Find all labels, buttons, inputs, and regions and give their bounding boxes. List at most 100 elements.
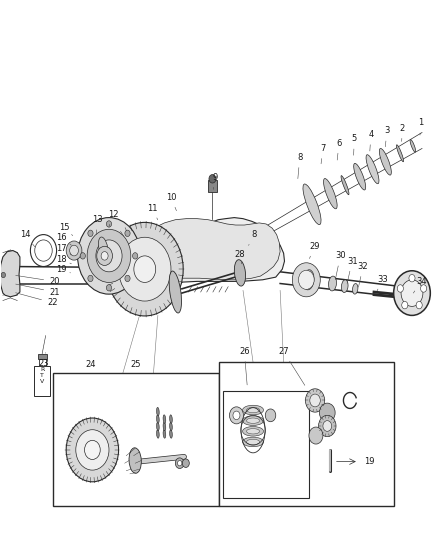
Text: 30: 30	[335, 252, 346, 280]
Circle shape	[265, 409, 276, 422]
Text: 28: 28	[235, 251, 245, 264]
Text: 7: 7	[320, 144, 325, 164]
Ellipse shape	[169, 271, 181, 313]
Ellipse shape	[353, 284, 358, 294]
Text: T: T	[40, 373, 44, 378]
Text: 18: 18	[57, 255, 71, 264]
Circle shape	[233, 411, 240, 419]
Text: 19: 19	[364, 457, 375, 466]
Text: 1: 1	[418, 118, 424, 135]
Ellipse shape	[247, 429, 260, 434]
Ellipse shape	[243, 405, 264, 415]
Ellipse shape	[156, 415, 159, 423]
Circle shape	[96, 240, 122, 272]
Circle shape	[309, 427, 323, 444]
Circle shape	[87, 229, 131, 282]
Circle shape	[298, 270, 314, 289]
Text: 20: 20	[16, 276, 60, 286]
Ellipse shape	[247, 439, 260, 445]
Ellipse shape	[156, 407, 159, 416]
Circle shape	[401, 280, 423, 306]
Bar	[39, 359, 46, 367]
Text: 24: 24	[85, 360, 95, 369]
Polygon shape	[132, 217, 285, 285]
Circle shape	[119, 237, 171, 301]
Text: 13: 13	[92, 215, 103, 235]
Text: 27: 27	[278, 347, 305, 385]
Ellipse shape	[366, 155, 379, 184]
Circle shape	[85, 440, 100, 459]
Ellipse shape	[247, 418, 260, 423]
Ellipse shape	[324, 179, 337, 209]
Circle shape	[416, 301, 422, 309]
Circle shape	[209, 174, 216, 183]
Circle shape	[125, 230, 130, 237]
Ellipse shape	[163, 430, 166, 438]
Circle shape	[402, 301, 408, 309]
Circle shape	[80, 253, 85, 259]
Ellipse shape	[303, 184, 321, 224]
Circle shape	[1, 272, 6, 278]
Ellipse shape	[156, 422, 159, 431]
Ellipse shape	[341, 280, 348, 293]
Ellipse shape	[354, 163, 366, 190]
Circle shape	[125, 275, 130, 281]
Ellipse shape	[234, 260, 246, 286]
Circle shape	[310, 394, 320, 407]
Ellipse shape	[170, 430, 172, 438]
Text: 17: 17	[57, 244, 71, 255]
Text: 9: 9	[212, 173, 217, 189]
Circle shape	[305, 389, 325, 412]
Ellipse shape	[129, 448, 141, 473]
Circle shape	[134, 256, 155, 282]
Ellipse shape	[163, 415, 166, 423]
Text: 33: 33	[377, 274, 388, 291]
Text: 29: 29	[309, 242, 319, 259]
Circle shape	[76, 430, 109, 470]
Text: 8: 8	[249, 230, 257, 245]
Text: 10: 10	[166, 193, 177, 211]
Circle shape	[101, 252, 108, 260]
Ellipse shape	[99, 237, 108, 259]
Bar	[34, 367, 50, 395]
Circle shape	[397, 285, 403, 292]
Text: 19: 19	[57, 265, 71, 274]
Text: 2: 2	[400, 124, 405, 141]
Text: 31: 31	[347, 257, 357, 284]
Circle shape	[133, 253, 138, 259]
Circle shape	[97, 246, 113, 265]
Circle shape	[420, 285, 427, 292]
Ellipse shape	[328, 276, 336, 291]
Ellipse shape	[303, 270, 314, 290]
Circle shape	[88, 230, 93, 237]
Text: 4: 4	[368, 130, 374, 151]
Text: 23: 23	[38, 353, 49, 368]
Circle shape	[323, 421, 332, 431]
Circle shape	[182, 459, 189, 467]
Circle shape	[318, 415, 336, 437]
Bar	[208, 180, 217, 192]
Text: 15: 15	[59, 223, 73, 236]
Ellipse shape	[156, 430, 159, 438]
Text: 6: 6	[336, 139, 342, 160]
Circle shape	[88, 275, 93, 281]
Bar	[53, 373, 219, 506]
Circle shape	[106, 285, 112, 291]
Ellipse shape	[163, 422, 166, 431]
Bar	[38, 354, 46, 359]
Text: 34: 34	[413, 277, 427, 293]
Ellipse shape	[170, 415, 172, 423]
Circle shape	[177, 461, 182, 466]
Circle shape	[106, 222, 183, 316]
Circle shape	[66, 418, 119, 482]
Ellipse shape	[247, 407, 260, 413]
Circle shape	[175, 458, 184, 469]
Polygon shape	[134, 219, 280, 280]
Circle shape	[409, 274, 415, 282]
Circle shape	[230, 407, 244, 424]
Circle shape	[70, 245, 78, 256]
Text: 12: 12	[108, 210, 119, 227]
Circle shape	[106, 221, 112, 227]
Text: 26: 26	[239, 347, 250, 385]
Ellipse shape	[243, 437, 264, 447]
